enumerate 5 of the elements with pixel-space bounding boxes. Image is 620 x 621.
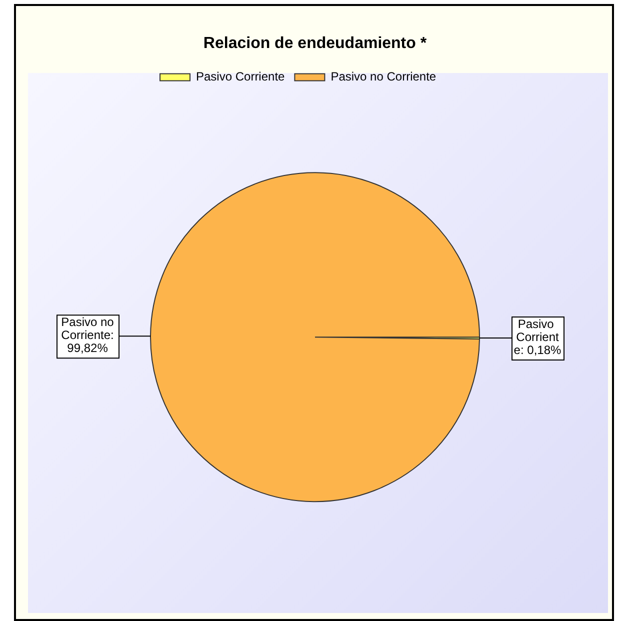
legend-label: Pasivo Corriente xyxy=(196,70,286,84)
data-label: Pasivo Corriente: 0,18% xyxy=(514,316,562,357)
legend-label: Pasivo no Corriente xyxy=(330,70,436,84)
data-label: Pasivo no Corriente: 99,82% xyxy=(61,314,114,355)
chart-title: Relacion de endeudamiento * xyxy=(203,35,428,52)
